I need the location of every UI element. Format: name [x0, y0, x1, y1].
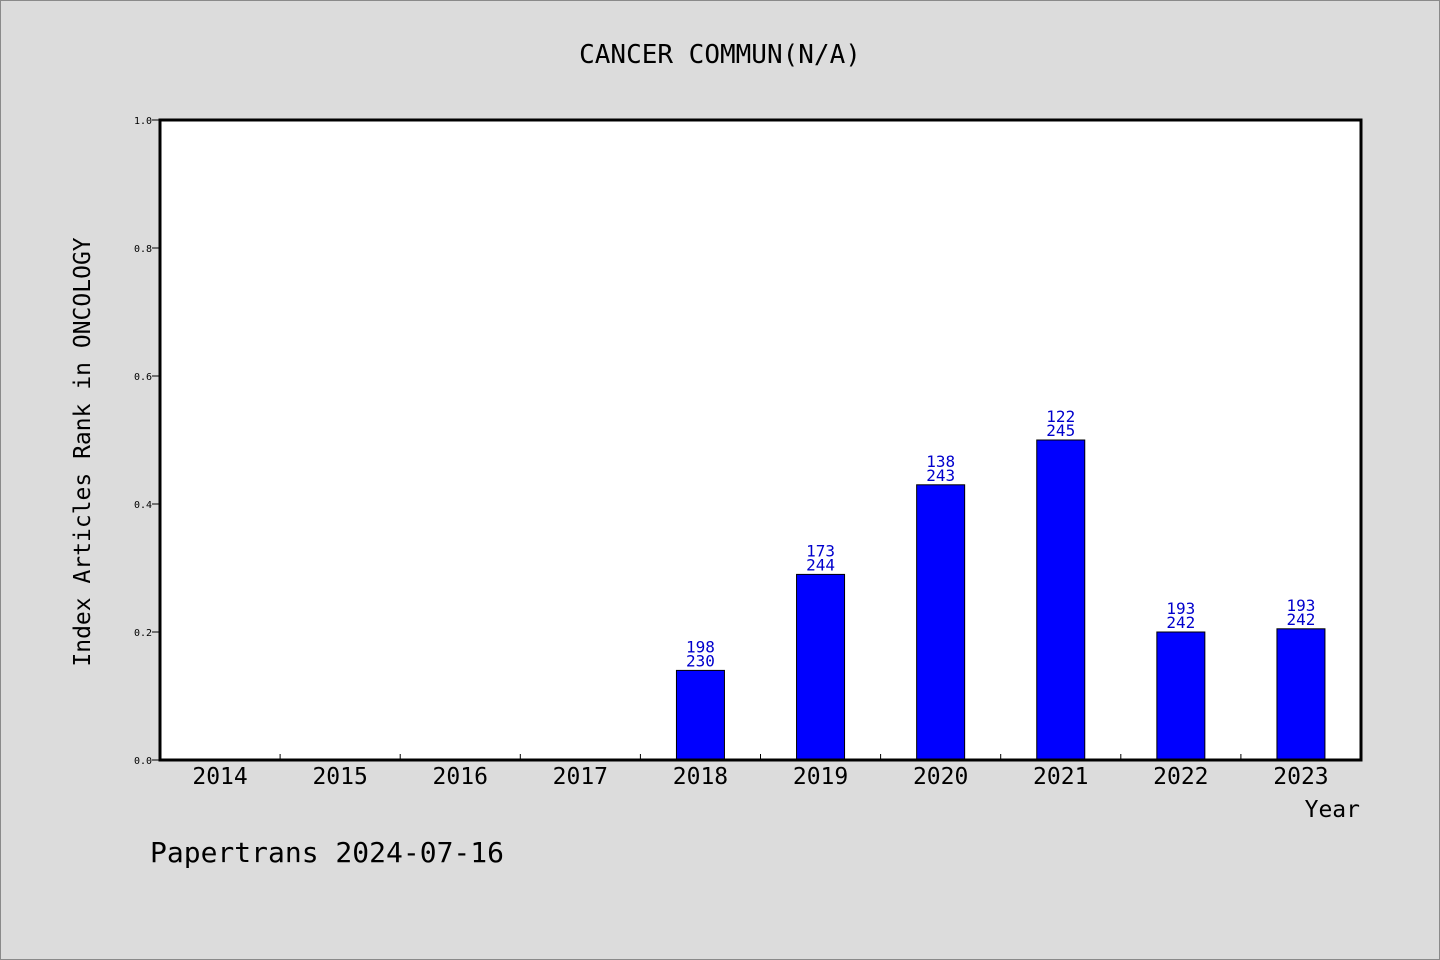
bar-total-label: 230 [686, 651, 715, 670]
bar-total-label: 245 [1046, 421, 1075, 440]
x-tick-label: 2022 [1153, 764, 1208, 790]
bar-2021 [1036, 439, 1086, 761]
bar-2018 [675, 669, 725, 761]
bars [675, 439, 1326, 761]
bar-2019 [796, 573, 846, 761]
bar-2020 [916, 484, 966, 761]
bar-rank-label: 173 [806, 541, 835, 560]
bar-rank-label: 122 [1046, 407, 1075, 426]
chart-title: CANCER COMMUN(N/A) [579, 40, 861, 70]
y-tick-label: 0.0 [134, 756, 152, 767]
x-tick-label: 2016 [433, 764, 488, 790]
bar-total-label: 242 [1166, 613, 1195, 632]
bar-total-label: 242 [1286, 610, 1315, 629]
bar-total-label: 243 [926, 466, 955, 485]
x-axis-label: Year [1305, 797, 1360, 823]
x-tick-label: 2018 [673, 764, 728, 790]
x-tick-label: 2017 [553, 764, 608, 790]
y-tick-label: 0.2 [134, 628, 152, 639]
bar-rank-label: 193 [1286, 596, 1315, 615]
bar-2022 [1156, 631, 1206, 761]
x-tick-label: 2019 [793, 764, 848, 790]
y-tick-label: 0.8 [134, 244, 152, 255]
x-tick-label: 2020 [913, 764, 968, 790]
x-tick-label: 2015 [312, 764, 367, 790]
bar-rank-label: 138 [926, 452, 955, 471]
bar-2023 [1276, 628, 1326, 761]
bar-rank-label: 198 [686, 637, 715, 656]
bar-rank-label: 193 [1166, 599, 1195, 618]
x-axis-ticks: 2014 2015 2016 2017 2018 2019 2020 2021 2022 2023 [192, 754, 1329, 790]
plot-border [158, 118, 1363, 762]
y-tick-label: 0.4 [134, 500, 152, 511]
x-tick-label: 2021 [1033, 764, 1088, 790]
y-tick-label: 0.6 [134, 372, 152, 383]
y-tick-label: 1.0 [134, 116, 152, 127]
bar-total-label: 244 [806, 555, 835, 574]
y-axis-label: Index Articles Rank in ONCOLOGY [70, 237, 96, 666]
x-tick-label: 2014 [192, 764, 247, 790]
x-tick-label: 2023 [1273, 764, 1328, 790]
footer-text: Papertrans 2024-07-16 [150, 836, 504, 869]
y-axis-ticks: 0.0 0.2 0.4 0.6 0.8 1.0 [134, 116, 160, 767]
